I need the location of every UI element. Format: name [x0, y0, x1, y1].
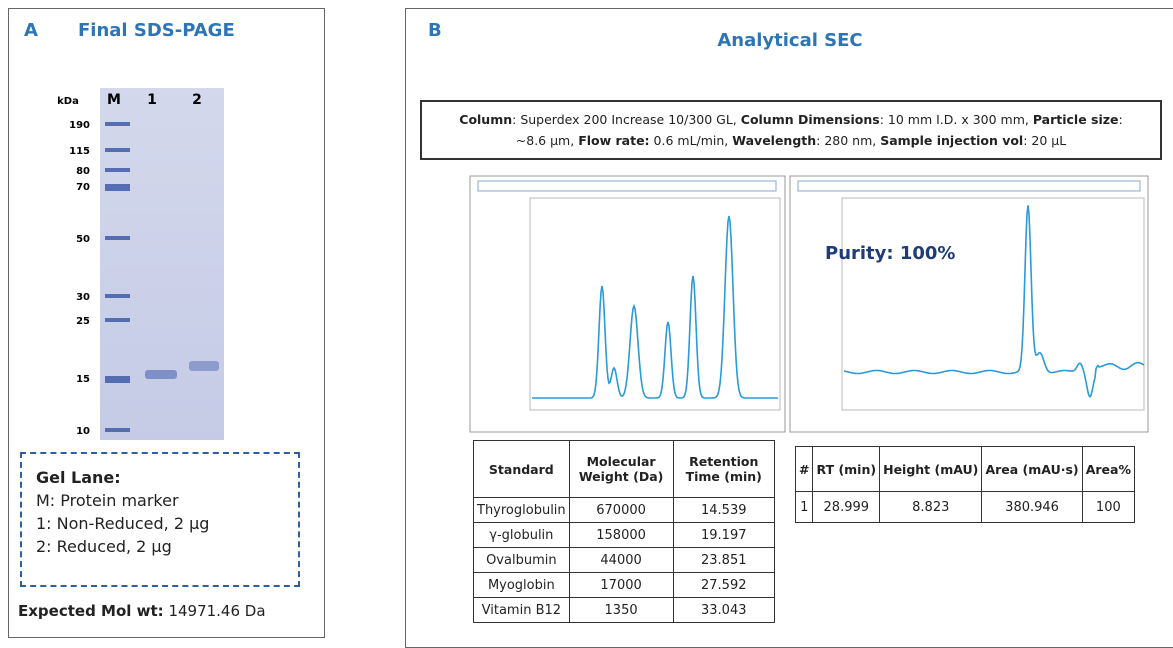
- header-cell: RT (min): [813, 447, 880, 492]
- purity: Purity: 100%: [825, 243, 955, 264]
- cell: γ-globulin: [474, 523, 570, 548]
- cell: 1: [796, 492, 813, 523]
- cell: 158000: [569, 523, 673, 548]
- page: {"panel_a":{"letter":"A","title":"Final …: [0, 0, 1173, 638]
- cell: 8.823: [880, 492, 982, 523]
- cell: Myoglobin: [474, 573, 570, 598]
- header-cell: Height (mAU): [880, 447, 982, 492]
- cell: 1350: [569, 598, 673, 623]
- chromatogram-frame: [790, 176, 1148, 432]
- cell: 23.851: [673, 548, 775, 573]
- header-cell: Standard: [474, 441, 570, 498]
- header-cell: Area (mAU·s): [982, 447, 1082, 492]
- header-cell: Retention Time (min): [673, 441, 775, 498]
- cell: 19.197: [673, 523, 775, 548]
- header-row: #RT (min)Height (mAU)Area (mAU·s)Area%: [796, 447, 1135, 492]
- expected-mw: Expected Mol wt: 14971.46 Da: [18, 602, 266, 620]
- header-cell: Area%: [1082, 447, 1134, 492]
- legend-line: M: Protein marker: [36, 491, 179, 510]
- header-cell: #: [796, 447, 813, 492]
- cell: 14.539: [673, 498, 775, 523]
- legend-line: 1: Non-Reduced, 2 µg: [36, 514, 209, 533]
- cell: 670000: [569, 498, 673, 523]
- chromatogram-frame: [470, 176, 785, 432]
- cell: 27.592: [673, 573, 775, 598]
- cell: 100: [1082, 492, 1134, 523]
- label: Expected Mol wt:: [18, 602, 164, 620]
- cell: 33.043: [673, 598, 775, 623]
- cell: Thyroglobulin: [474, 498, 570, 523]
- cell: 17000: [569, 573, 673, 598]
- cell: Vitamin B12: [474, 598, 570, 623]
- legend-line: 2: Reduced, 2 µg: [36, 537, 172, 556]
- chromatograms: [0, 0, 1173, 440]
- header-cell: Molecular Weight (Da): [569, 441, 673, 498]
- cell: 28.999: [813, 492, 880, 523]
- cell: 44000: [569, 548, 673, 573]
- value: 14971.46 Da: [168, 602, 265, 620]
- cell: 380.946: [982, 492, 1082, 523]
- legend-title: Gel Lane:: [36, 468, 121, 487]
- cell: Ovalbumin: [474, 548, 570, 573]
